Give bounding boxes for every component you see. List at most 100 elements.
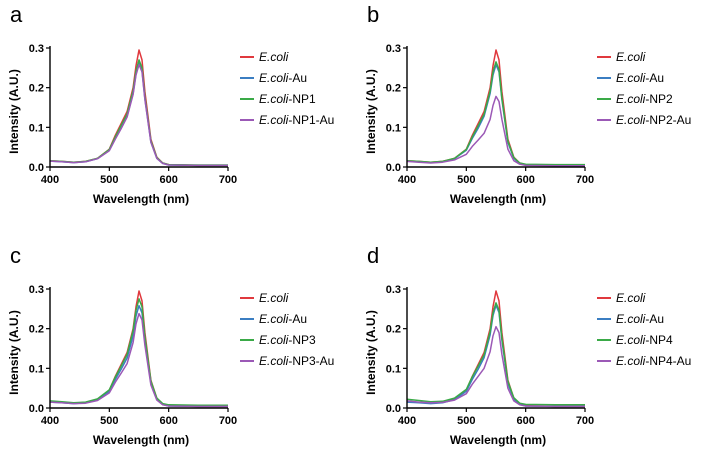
legend-entry-3: E.coli-NP2-Au — [616, 113, 691, 127]
legend-entry-1: E.coli-Au — [259, 71, 307, 85]
series-line-3 — [49, 312, 228, 408]
x-tick-label: 700 — [576, 415, 594, 427]
y-tick-label: 0.1 — [29, 122, 44, 134]
panel-b: b 0.0 0.1 0.2 0.3 400 500 600 700 Wavelength (nm)… — [364, 2, 691, 206]
legend-entry-2: E.coli-NP2 — [616, 92, 673, 106]
legend-suffix: -NP2-Au — [645, 113, 691, 127]
legend-entry-1: E.coli-Au — [259, 312, 307, 326]
legend-species: E.coli — [616, 50, 646, 64]
y-tick-label: 0.3 — [29, 43, 44, 55]
x-tick-label: 400 — [41, 174, 59, 186]
y-axis-title: Intensity (A.U.) — [364, 69, 378, 154]
legend-entry-2: E.coli-NP4 — [616, 333, 673, 347]
y-tick-label: 0.0 — [29, 162, 44, 174]
legend-species: E.coli — [259, 291, 289, 305]
legend-suffix: -NP1-Au — [288, 113, 334, 127]
x-tick-label: 500 — [457, 415, 475, 427]
legend-entry-3: E.coli-NP3-Au — [259, 354, 334, 368]
legend-species: E.coli — [616, 71, 646, 85]
legend-species: E.coli — [616, 113, 646, 127]
x-tick-label: 700 — [219, 415, 237, 427]
legend-entry-3: E.coli-NP4-Au — [616, 354, 691, 368]
series-line-2 — [49, 298, 228, 406]
legend-suffix: -Au — [645, 71, 664, 85]
series-line-2 — [49, 59, 228, 166]
y-tick-label: 0.0 — [29, 403, 44, 415]
legend-species: E.coli — [259, 113, 289, 127]
panel-a: a 0.0 0.1 0.2 0.3 400 500 600 700 Wavelength (nm)… — [7, 2, 334, 206]
series-line-2 — [406, 302, 585, 406]
legend-suffix: -NP3-Au — [288, 354, 334, 368]
panel-d: d 0.0 0.1 0.2 0.3 400 500 600 700 Wavelength (nm)… — [364, 243, 691, 447]
x-tick-label: 600 — [516, 415, 534, 427]
series-line-1 — [406, 304, 585, 408]
legend-suffix: -NP4 — [645, 333, 673, 347]
y-tick-label: 0.3 — [29, 284, 44, 296]
legend-entry-0: E.coli — [616, 291, 646, 305]
legend-species: E.coli — [259, 312, 289, 326]
panel-c: c 0.0 0.1 0.2 0.3 400 500 600 700 Wavelength (nm)… — [7, 243, 334, 447]
y-tick-label: 0.0 — [386, 403, 401, 415]
x-tick-label: 600 — [159, 415, 177, 427]
y-tick-label: 0.2 — [29, 83, 44, 95]
legend-species: E.coli — [259, 354, 289, 368]
legend-suffix: -NP2 — [645, 92, 673, 106]
legend-entry-2: E.coli-NP3 — [259, 333, 316, 347]
series-line-1 — [49, 62, 228, 167]
legend-suffix: -Au — [645, 312, 664, 326]
y-tick-label: 0.3 — [386, 284, 401, 296]
y-tick-label: 0.1 — [386, 122, 401, 134]
legend-suffix: -NP4-Au — [645, 354, 691, 368]
x-tick-label: 500 — [457, 174, 475, 186]
x-tick-label: 700 — [219, 174, 237, 186]
panel-label: c — [10, 243, 21, 268]
y-axis-title: Intensity (A.U.) — [7, 69, 21, 154]
legend-entry-1: E.coli-Au — [616, 71, 664, 85]
legend-species: E.coli — [259, 71, 289, 85]
x-tick-label: 700 — [576, 174, 594, 186]
series-line-3 — [406, 325, 585, 408]
x-axis-title: Wavelength (nm) — [450, 192, 546, 206]
y-tick-label: 0.2 — [386, 324, 401, 336]
y-tick-label: 0.2 — [386, 83, 401, 95]
legend-species: E.coli — [259, 333, 289, 347]
x-axis-title: Wavelength (nm) — [450, 433, 546, 447]
legend-suffix: -NP1 — [288, 92, 316, 106]
legend-species: E.coli — [616, 291, 646, 305]
series-line-3 — [49, 63, 228, 167]
y-tick-label: 0.1 — [386, 363, 401, 375]
legend-species: E.coli — [616, 92, 646, 106]
legend-entry-1: E.coli-Au — [616, 312, 664, 326]
series-line-0 — [406, 290, 585, 408]
y-tick-label: 0.2 — [29, 324, 44, 336]
x-tick-label: 600 — [159, 174, 177, 186]
legend-entry-3: E.coli-NP1-Au — [259, 113, 334, 127]
x-axis-title: Wavelength (nm) — [93, 433, 189, 447]
y-tick-label: 0.3 — [386, 43, 401, 55]
legend-entry-2: E.coli-NP1 — [259, 92, 316, 106]
panel-label: a — [10, 2, 23, 27]
x-tick-label: 400 — [398, 174, 416, 186]
series-line-1 — [406, 63, 585, 167]
x-tick-label: 500 — [100, 415, 118, 427]
series-line-3 — [406, 95, 585, 167]
legend-entry-0: E.coli — [259, 50, 289, 64]
x-tick-label: 400 — [398, 415, 416, 427]
x-tick-label: 400 — [41, 415, 59, 427]
y-tick-label: 0.1 — [29, 363, 44, 375]
legend-species: E.coli — [616, 333, 646, 347]
panel-label: b — [367, 2, 379, 27]
legend-suffix: -NP3 — [288, 333, 316, 347]
legend-species: E.coli — [616, 312, 646, 326]
legend-species: E.coli — [616, 354, 646, 368]
x-tick-label: 600 — [516, 174, 534, 186]
legend-entry-0: E.coli — [259, 291, 289, 305]
legend-suffix: -Au — [288, 312, 307, 326]
y-tick-label: 0.0 — [386, 162, 401, 174]
y-axis-title: Intensity (A.U.) — [364, 310, 378, 395]
legend-species: E.coli — [259, 92, 289, 106]
legend-entry-0: E.coli — [616, 50, 646, 64]
series-line-1 — [49, 304, 228, 408]
x-axis-title: Wavelength (nm) — [93, 192, 189, 206]
